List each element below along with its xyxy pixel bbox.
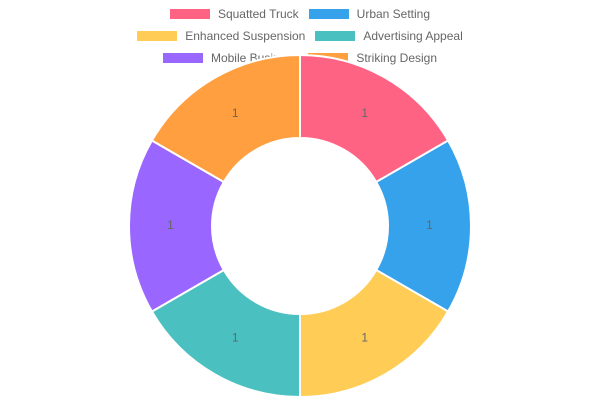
legend-swatch [162, 53, 203, 63]
legend-swatch [169, 9, 210, 19]
legend-swatch [308, 9, 349, 19]
legend-swatch [137, 31, 178, 41]
value-label: 1 [361, 106, 368, 120]
legend-label: Squatted Truck [217, 7, 299, 21]
value-label: 1 [167, 218, 174, 232]
legend-label: Advertising Appeal [363, 29, 463, 43]
legend-label: Enhanced Suspension [185, 29, 306, 43]
slice [128, 139, 226, 313]
legend-swatch [315, 31, 356, 41]
value-label: 1 [361, 330, 368, 344]
legend-item[interactable]: Urban Setting [308, 6, 431, 22]
slice [299, 268, 450, 399]
value-label: 1 [232, 330, 239, 344]
slice [150, 268, 301, 399]
value-label: 1 [426, 218, 433, 232]
legend-label: Urban Setting [356, 7, 431, 21]
legend-label: Striking Design [356, 51, 438, 65]
slice [299, 53, 450, 184]
legend-item[interactable]: Advertising Appeal [315, 28, 463, 44]
slice [150, 53, 301, 184]
legend-item[interactable]: Enhanced Suspension [137, 28, 305, 44]
slice [374, 139, 472, 313]
legend-item[interactable]: Squatted Truck [169, 6, 299, 22]
value-label: 1 [232, 106, 239, 120]
